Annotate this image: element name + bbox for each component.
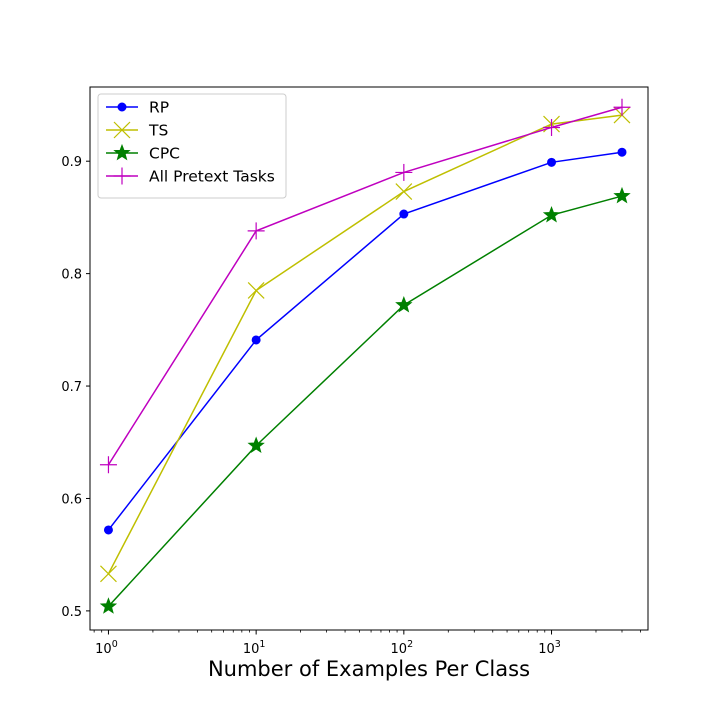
y-tick-label: 0.8	[61, 268, 82, 283]
x-tick-label: 103	[538, 639, 561, 657]
data-point	[100, 565, 117, 583]
legend-label: CPC	[149, 145, 180, 163]
data-point	[247, 282, 265, 299]
data-point	[613, 186, 631, 204]
marker-stroke	[113, 121, 131, 139]
marker-stroke	[395, 183, 413, 200]
legend-marker	[113, 121, 131, 139]
data-point	[613, 98, 631, 116]
data-point	[617, 147, 627, 157]
data-point	[542, 206, 561, 223]
data-point	[399, 209, 409, 219]
legend-label: TS	[148, 122, 168, 140]
y-tick-label: 0.9	[61, 155, 82, 170]
plot-area: 0.5 0.6 0.7 0.8 0.9 100 101 102 103	[61, 86, 649, 657]
data-point	[247, 436, 265, 454]
data-point	[251, 335, 261, 345]
series-cpc	[99, 186, 631, 614]
marker-stroke	[247, 282, 265, 299]
marker-stroke	[100, 565, 117, 583]
x-tick-label: 101	[243, 639, 266, 657]
legend: RP TS CPC All Pretext Tasks	[97, 93, 287, 199]
y-tick-label: 0.5	[61, 605, 82, 620]
legend-item: CPC	[106, 143, 180, 163]
legend-item: RP	[106, 99, 169, 117]
x-axis-title: Number of Examples Per Class	[208, 657, 530, 681]
legend-label: RP	[149, 99, 169, 117]
data-point	[247, 222, 265, 240]
data-point	[99, 456, 117, 474]
legend-label: All Pretext Tasks	[149, 168, 275, 186]
legend-box	[97, 93, 287, 199]
series-rp	[103, 147, 627, 535]
axes-frame	[89, 86, 649, 631]
legend-item: TS	[106, 122, 168, 140]
data-point	[547, 157, 557, 167]
legend-item: All Pretext Tasks	[106, 167, 275, 186]
y-tick-label: 0.7	[61, 380, 82, 395]
data-point	[103, 525, 113, 535]
data-point	[99, 597, 118, 614]
legend-marker	[113, 167, 131, 185]
data-point	[543, 118, 561, 136]
data-point	[395, 163, 413, 181]
series-all-pretext-tasks	[99, 98, 631, 474]
y-tick-label: 0.6	[61, 492, 82, 507]
x-tick-label: 100	[95, 639, 118, 657]
data-point	[395, 295, 413, 313]
data-point	[395, 183, 413, 200]
legend-marker	[117, 102, 127, 112]
x-tick-label: 102	[391, 639, 414, 657]
legend-marker	[113, 143, 131, 161]
